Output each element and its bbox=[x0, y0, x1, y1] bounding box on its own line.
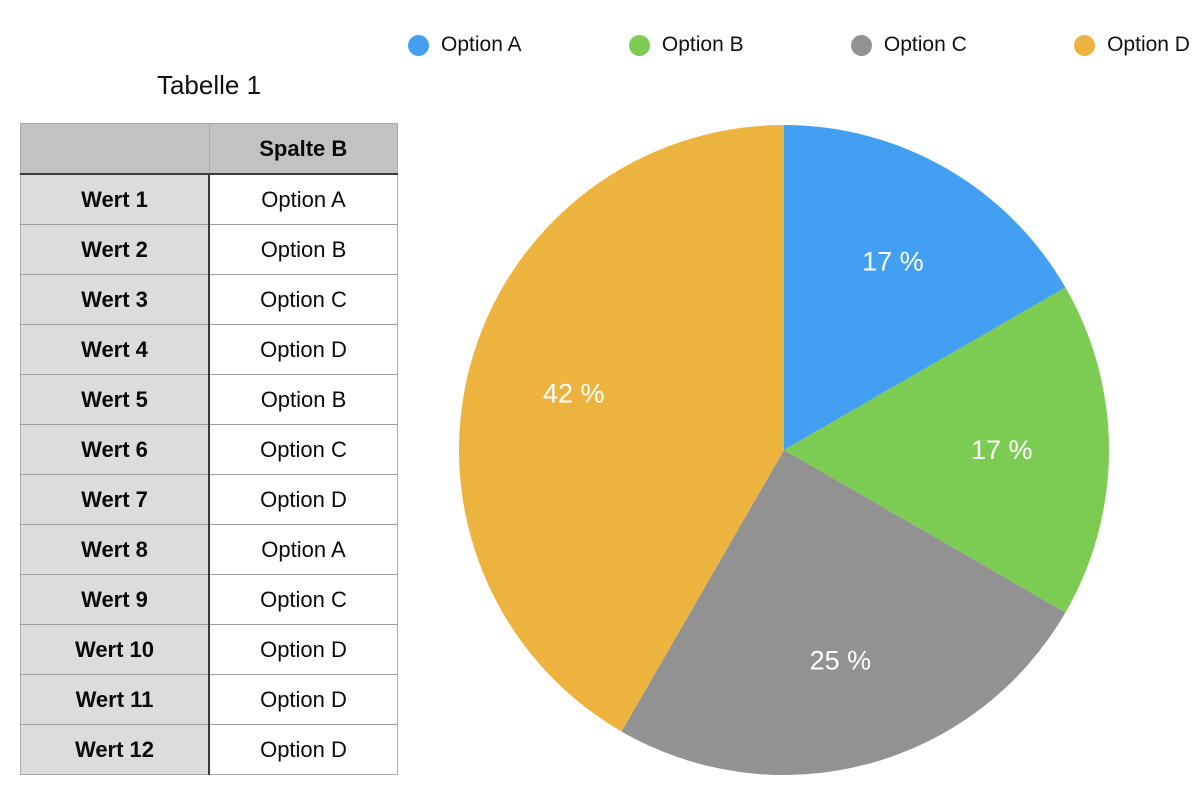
row-label-cell[interactable]: Wert 4 bbox=[20, 324, 210, 375]
row-label-cell[interactable]: Wert 7 bbox=[20, 474, 210, 525]
row-label-cell[interactable]: Wert 11 bbox=[20, 674, 210, 725]
value-cell[interactable]: Option C bbox=[209, 574, 398, 625]
pie-slice-percent-label: 17 % bbox=[862, 246, 924, 276]
table-body: Wert 1 Option A Wert 2 Option B Wert 3 Option… bbox=[20, 174, 398, 775]
table-row: Wert 3 Option C bbox=[20, 274, 398, 325]
table-row: Wert 12 Option D bbox=[20, 724, 398, 775]
table-row: Wert 1 Option A bbox=[20, 174, 398, 225]
header-row: Spalte B bbox=[20, 123, 398, 175]
legend-dot-option-a bbox=[408, 34, 429, 56]
corner-header-cell[interactable] bbox=[20, 123, 210, 175]
table-row: Wert 11 Option D bbox=[20, 674, 398, 725]
table-row: Wert 7 Option D bbox=[20, 474, 398, 525]
table-row: Wert 9 Option C bbox=[20, 574, 398, 625]
row-label-cell[interactable]: Wert 8 bbox=[20, 524, 210, 575]
pie-slice-percent-label: 42 % bbox=[543, 379, 605, 409]
legend-dot-option-c bbox=[850, 34, 872, 56]
pie-slice-option-c[interactable] bbox=[621, 450, 1066, 775]
column-header-cell[interactable]: Spalte B bbox=[209, 123, 398, 175]
value-cell[interactable]: Option B bbox=[209, 374, 398, 425]
chart-legend: Option A Option B Option C Option D bbox=[408, 33, 1190, 57]
value-cell[interactable]: Option A bbox=[209, 524, 398, 575]
legend-item-option-a[interactable]: Option A bbox=[408, 33, 522, 57]
row-label-cell[interactable]: Wert 10 bbox=[20, 624, 210, 675]
legend-label: Option B bbox=[661, 33, 744, 56]
row-label-cell[interactable]: Wert 5 bbox=[20, 374, 210, 425]
table-row: Wert 10 Option D bbox=[20, 624, 398, 675]
pie-chart: 17 % 17 % 25 % 42 % bbox=[459, 125, 1109, 775]
pie-slice-option-b[interactable] bbox=[784, 287, 1109, 613]
row-label-cell[interactable]: Wert 3 bbox=[20, 274, 210, 325]
value-cell[interactable]: Option D bbox=[209, 474, 398, 525]
value-cell[interactable]: Option A bbox=[209, 174, 398, 225]
table-header: Spalte B bbox=[20, 123, 398, 175]
value-cell[interactable]: Option D bbox=[209, 674, 398, 725]
legend-item-option-b[interactable]: Option B bbox=[628, 33, 744, 57]
value-cell[interactable]: Option C bbox=[209, 274, 398, 325]
legend-label: Option A bbox=[441, 33, 522, 56]
pie-slice-option-d[interactable] bbox=[459, 125, 784, 732]
legend-label: Option D bbox=[1107, 33, 1190, 56]
row-label-cell[interactable]: Wert 1 bbox=[20, 174, 210, 225]
table-title: Tabelle 1 bbox=[156, 70, 262, 100]
data-table: Spalte B Wert 1 Option A Wert 2 Option B Wer… bbox=[20, 123, 398, 775]
table-row: Wert 6 Option C bbox=[20, 424, 398, 475]
pie-slice-option-a[interactable] bbox=[784, 125, 1066, 450]
pie-slice-percent-label: 17 % bbox=[971, 435, 1033, 465]
value-cell[interactable]: Option D bbox=[209, 724, 398, 775]
value-cell[interactable]: Option D bbox=[209, 624, 398, 675]
table-row: Wert 2 Option B bbox=[20, 224, 398, 275]
legend-item-option-d[interactable]: Option D bbox=[1074, 33, 1190, 57]
pie-slice-percent-label: 25 % bbox=[810, 645, 872, 675]
row-label-cell[interactable]: Wert 9 bbox=[20, 574, 210, 625]
value-cell[interactable]: Option C bbox=[209, 424, 398, 475]
value-cell[interactable]: Option B bbox=[209, 224, 398, 275]
row-label-cell[interactable]: Wert 2 bbox=[20, 224, 210, 275]
value-cell[interactable]: Option D bbox=[209, 324, 398, 375]
legend-label: Option C bbox=[883, 33, 967, 56]
legend-dot-option-b bbox=[628, 34, 650, 56]
table-row: Wert 5 Option B bbox=[20, 374, 398, 425]
table-row: Wert 8 Option A bbox=[20, 524, 398, 575]
table-row: Wert 4 Option D bbox=[20, 324, 398, 375]
row-label-cell[interactable]: Wert 6 bbox=[20, 424, 210, 475]
row-label-cell[interactable]: Wert 12 bbox=[20, 724, 210, 775]
legend-dot-option-d bbox=[1074, 34, 1096, 56]
legend-item-option-c[interactable]: Option C bbox=[850, 33, 967, 57]
